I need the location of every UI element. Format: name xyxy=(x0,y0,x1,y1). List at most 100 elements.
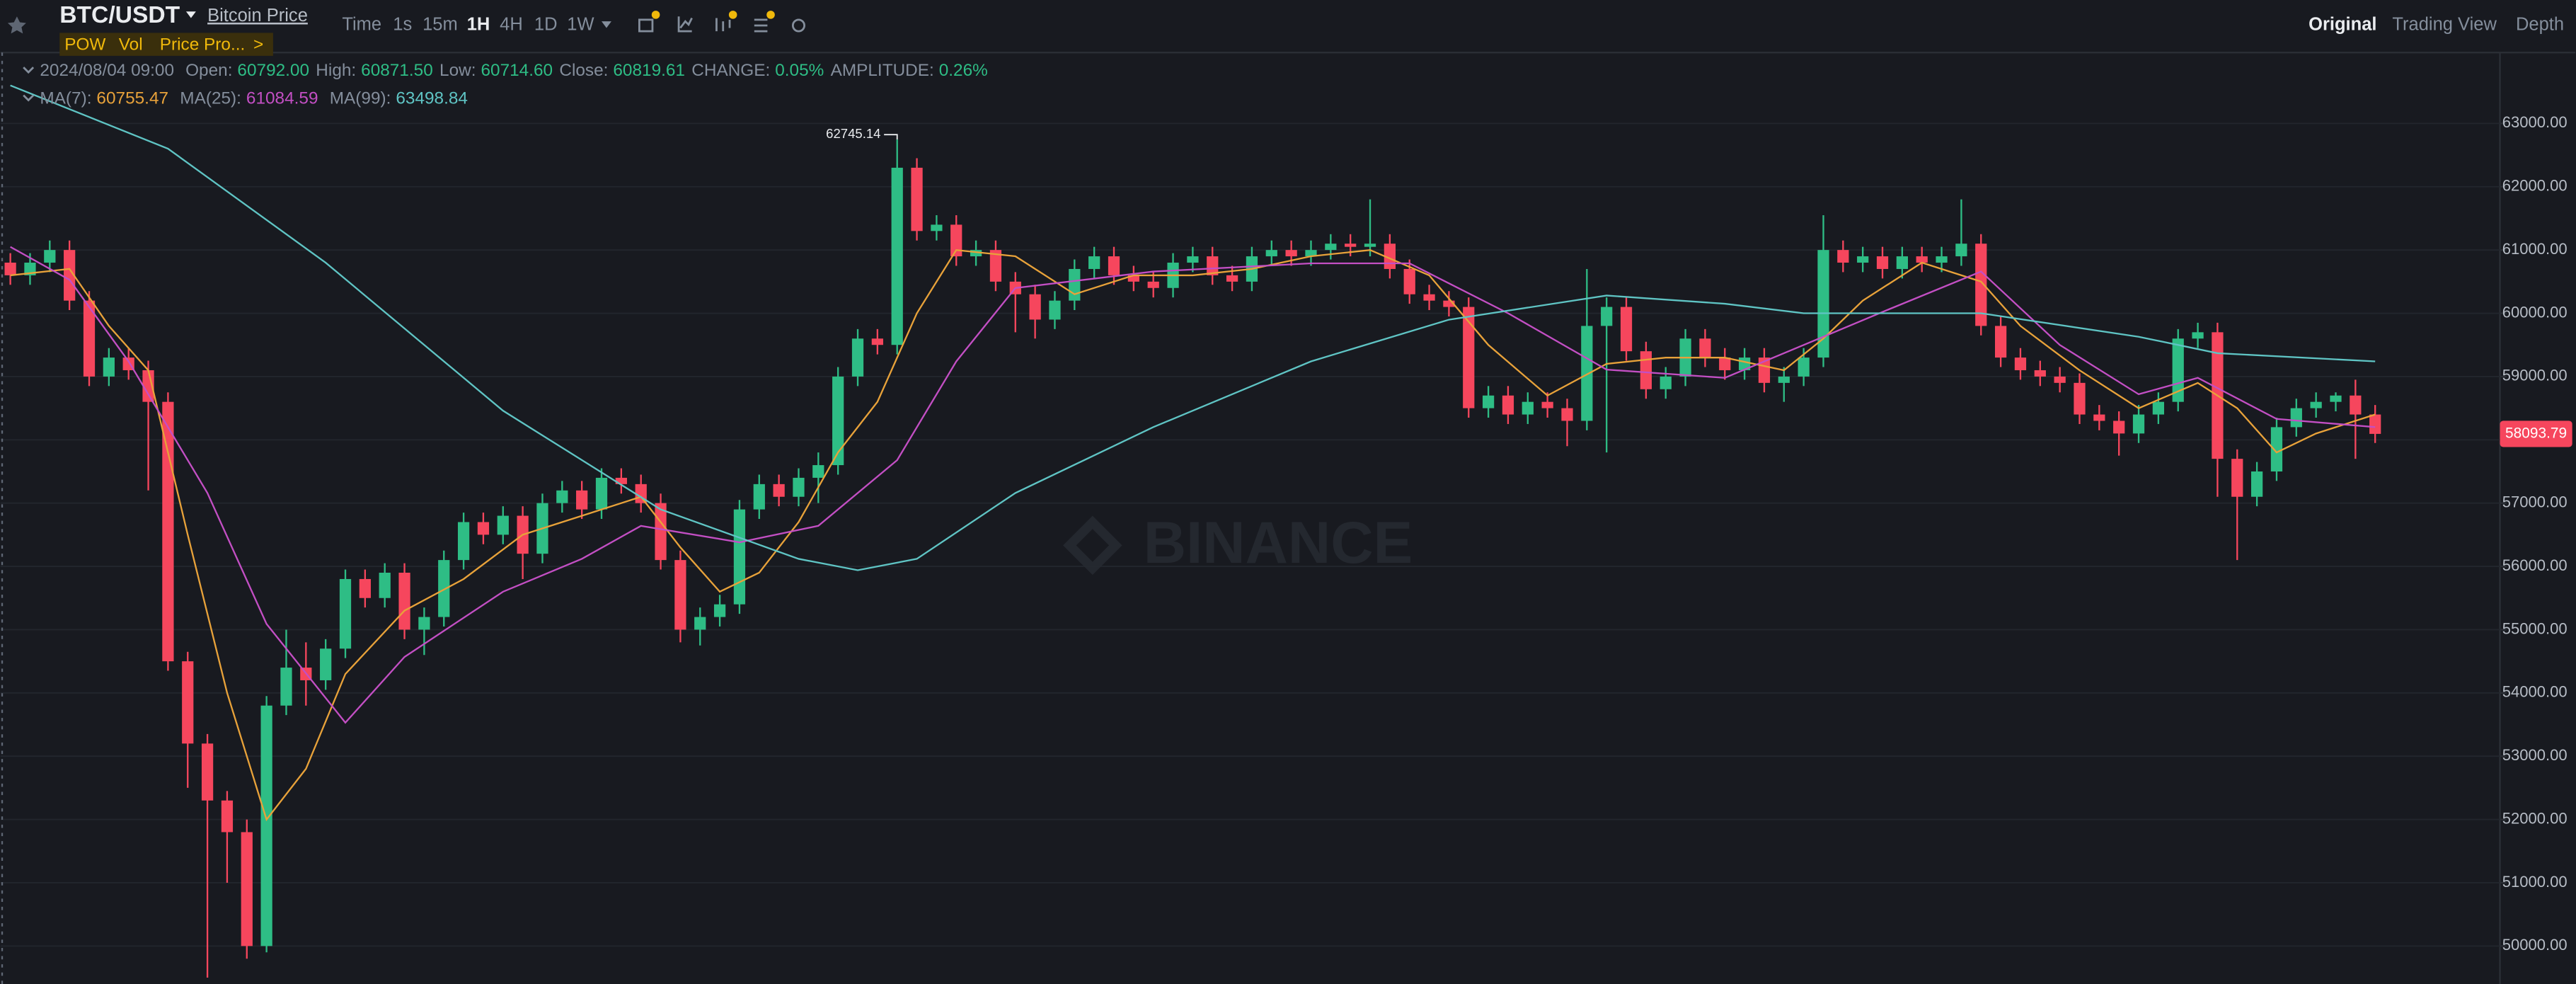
candle-body xyxy=(851,338,864,377)
candle-body xyxy=(1896,256,1909,269)
candle-body xyxy=(1936,256,1948,263)
view-tab-active[interactable]: Original xyxy=(2308,15,2376,35)
candle-body xyxy=(674,560,686,630)
candle-body xyxy=(970,250,982,257)
indicator-tab[interactable]: Price Pro... xyxy=(160,35,245,54)
candle-body xyxy=(1226,275,1238,282)
candle-body xyxy=(1088,256,1100,269)
symbol-dropdown[interactable] xyxy=(185,11,196,18)
ma-toggle[interactable] xyxy=(23,94,35,102)
candle-body xyxy=(2310,401,2322,408)
candle-body xyxy=(891,167,903,345)
candle-body xyxy=(1719,357,1731,370)
y-tick-label: 50000.00 xyxy=(2502,936,2568,954)
subtitle-link[interactable]: Bitcoin Price xyxy=(207,6,308,25)
indicator-tab[interactable]: Vol xyxy=(119,35,143,54)
candle-body xyxy=(2290,408,2302,428)
y-tick-label: 62000.00 xyxy=(2502,177,2568,195)
candle-body xyxy=(595,477,608,510)
y-tick-label: 55000.00 xyxy=(2502,619,2568,637)
candle-body xyxy=(1443,300,1455,307)
info-value: 0.05% xyxy=(775,61,824,80)
candle-body xyxy=(2250,471,2263,497)
candle-body xyxy=(556,490,568,503)
candle-body xyxy=(694,617,706,630)
indicator-more[interactable]: > xyxy=(253,35,263,54)
favorite-star[interactable] xyxy=(7,16,26,34)
interval-active[interactable]: 1H xyxy=(467,15,490,35)
interval[interactable]: 1s xyxy=(393,15,412,35)
y-tick-label: 51000.00 xyxy=(2502,873,2568,891)
tool-icon[interactable] xyxy=(638,18,654,33)
candle-body xyxy=(2152,401,2165,415)
candle-body xyxy=(950,224,962,257)
interval[interactable]: 15m xyxy=(422,15,458,35)
info-label: Open: xyxy=(185,61,232,80)
candle-body xyxy=(1798,357,1810,377)
watermark-text: BINANCE xyxy=(1144,509,1413,576)
ohlc-info: 2024/08/04 09:00 Open: 60792.00 High: 60871… xyxy=(40,61,987,80)
tool-icon[interactable] xyxy=(754,18,768,33)
info-label: High: xyxy=(316,61,356,80)
interval[interactable]: 1D xyxy=(534,15,558,35)
candle-body xyxy=(1994,326,2007,358)
candle-body xyxy=(1345,244,1357,247)
info-toggle[interactable] xyxy=(23,67,35,74)
candle-body xyxy=(241,832,253,946)
info-label: Close: xyxy=(559,61,608,80)
candle-body xyxy=(713,604,726,617)
candle-body xyxy=(1502,395,1514,415)
y-tick-label: 52000.00 xyxy=(2502,809,2568,827)
settings-icon[interactable] xyxy=(791,18,805,33)
candle-body xyxy=(1837,250,1849,263)
info-label: AMPLITUDE: xyxy=(831,61,934,80)
candle-body xyxy=(1482,395,1495,408)
plot: 62745.14 58093.79 xyxy=(4,84,2572,978)
interval[interactable]: 1W xyxy=(567,15,594,35)
candle-body xyxy=(2074,382,2086,415)
interval-dropdown[interactable] xyxy=(602,21,611,28)
candle-body xyxy=(1955,244,1967,257)
grid-layer: 50000.00 51000.00 52000.00 53000.00 54000.00… xyxy=(0,52,2568,984)
y-tick-label: 54000.00 xyxy=(2502,683,2568,701)
ma-line xyxy=(10,248,2376,822)
symbol[interactable]: BTC/USDT xyxy=(59,2,180,28)
ma-legend: MA(7): 60755.47 MA(25): 61084.59 MA(99): 6349… xyxy=(40,89,468,108)
tool-icon[interactable] xyxy=(715,18,731,32)
view-tab[interactable]: Trading View xyxy=(2392,15,2497,35)
notice-dot xyxy=(728,11,737,19)
candle-body xyxy=(931,224,943,231)
interval[interactable]: 4H xyxy=(500,15,523,35)
interval[interactable]: Time xyxy=(342,15,381,35)
candle-body xyxy=(1660,376,1672,389)
candle-body xyxy=(2231,459,2243,497)
indicator-tab[interactable]: POW xyxy=(64,35,105,54)
candle-body xyxy=(44,250,56,263)
last-price-label: 58093.79 xyxy=(2505,425,2567,441)
indicator-bar xyxy=(59,33,273,56)
candle-body xyxy=(1463,307,1475,408)
candle-body xyxy=(2350,395,2362,415)
candle-body xyxy=(2192,332,2204,339)
candle-body xyxy=(1265,250,1277,257)
candle-body xyxy=(1147,281,1159,288)
info-label: Low: xyxy=(439,61,476,80)
tool-icon[interactable] xyxy=(677,16,693,33)
candle-body xyxy=(1640,351,1652,389)
info-label: CHANGE: xyxy=(691,61,770,80)
ma-legend-name: MA(99): xyxy=(330,89,391,108)
candle-body xyxy=(871,338,883,345)
candle-body xyxy=(1207,256,1219,275)
watermark-logo xyxy=(1063,515,1122,576)
view-tab[interactable]: Depth xyxy=(2516,15,2564,35)
candle-body xyxy=(260,705,272,946)
candle-body xyxy=(1916,256,1928,263)
candle-body xyxy=(1049,300,1061,320)
ma-line xyxy=(10,84,2376,571)
candle-body xyxy=(2330,395,2342,402)
y-tick-label: 59000.00 xyxy=(2502,367,2568,384)
candle-body xyxy=(379,572,391,598)
info-value: 60871.50 xyxy=(361,61,433,80)
